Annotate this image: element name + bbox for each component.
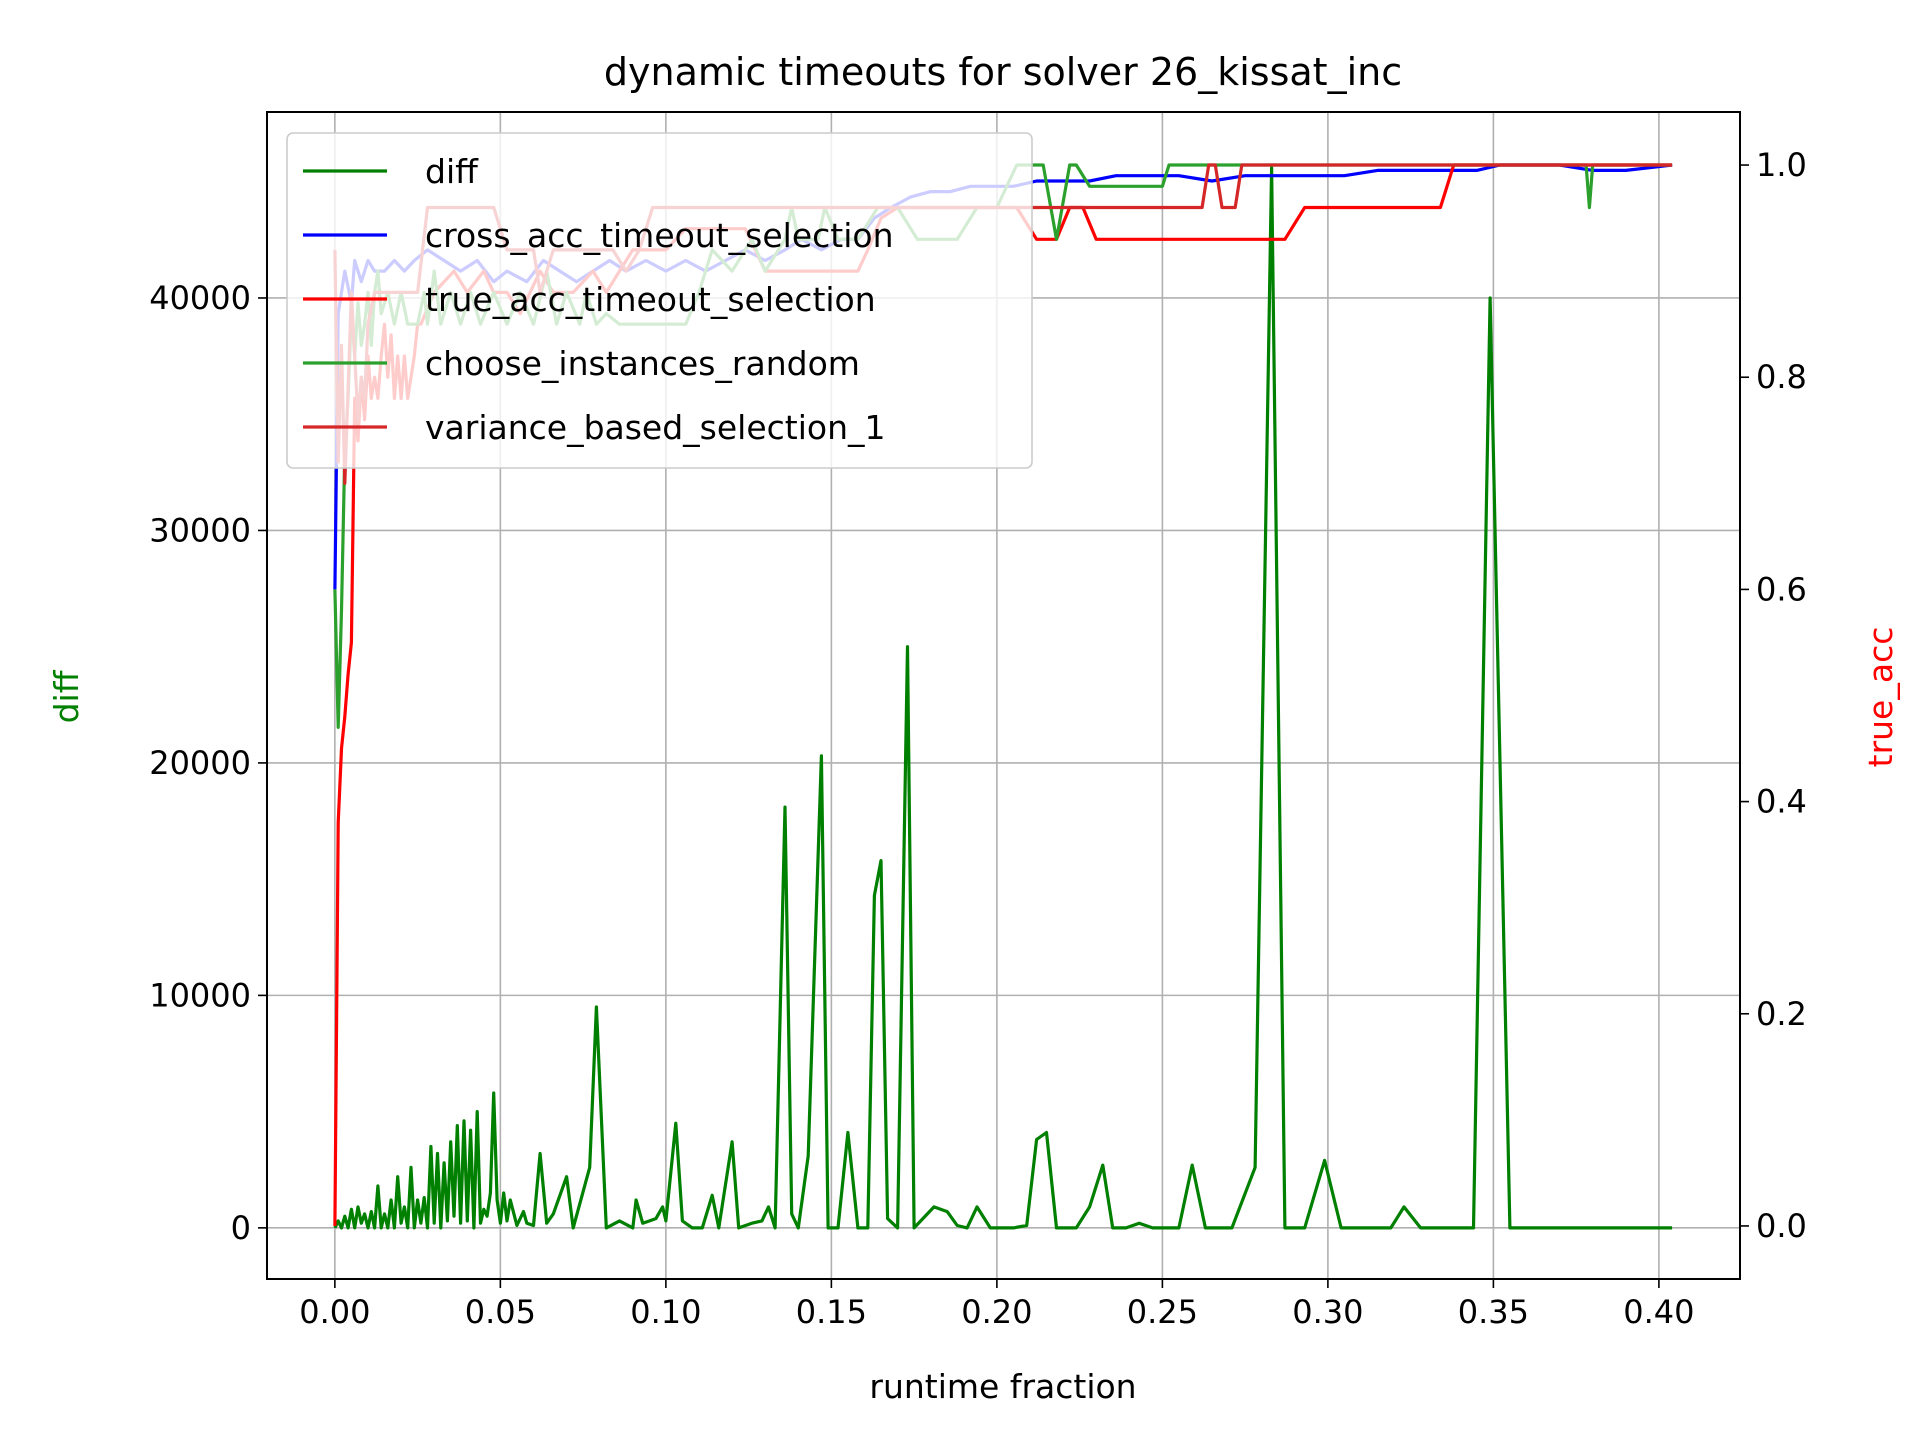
x-tick-label: 0.35 xyxy=(1458,1293,1529,1331)
x-tick-label: 0.30 xyxy=(1292,1293,1363,1331)
legend: diff cross_acc_timeout_selection true_acc_… xyxy=(286,132,1033,469)
legend-label: true_acc_timeout_selection xyxy=(425,280,876,319)
x-tick-label: 0.15 xyxy=(796,1293,867,1331)
y-axis-right-label: true_acc xyxy=(1861,627,1900,768)
y-right-tick-label: 0.6 xyxy=(1756,570,1807,608)
series-line-diff xyxy=(333,166,1673,1230)
chart-title: dynamic timeouts for solver 26_kissat_in… xyxy=(604,50,1402,94)
axis-ticks: 0.00 0.05 0.10 0.15 0.20 0.25 0.30 0.35 0.40 0 100… xyxy=(149,146,1807,1331)
x-tick-label: 0.05 xyxy=(465,1293,536,1331)
y-left-tick-label: 0 xyxy=(231,1209,251,1247)
y-left-tick-label: 20000 xyxy=(149,744,251,782)
legend-label: variance_based_selection_1 xyxy=(425,408,886,447)
x-tick-label: 0.25 xyxy=(1127,1293,1198,1331)
y-right-tick-label: 0.4 xyxy=(1756,783,1807,821)
y-left-tick-label: 40000 xyxy=(149,279,251,317)
legend-box xyxy=(286,132,1033,469)
y-right-tick-label: 0.8 xyxy=(1756,358,1807,396)
x-tick-label: 0.40 xyxy=(1623,1293,1694,1331)
x-tick-label: 0.10 xyxy=(630,1293,701,1331)
x-tick-label: 0.20 xyxy=(961,1293,1032,1331)
y-left-tick-label: 10000 xyxy=(149,976,251,1014)
plot-frame xyxy=(266,111,1741,1280)
x-axis-label: runtime fraction xyxy=(869,1367,1136,1406)
y-right-tick-label: 0.2 xyxy=(1756,995,1807,1033)
legend-label: diff xyxy=(425,152,479,191)
y-axis-left-label: diff xyxy=(47,669,86,723)
x-tick-label: 0.00 xyxy=(299,1293,370,1331)
legend-label: choose_instances_random xyxy=(425,344,860,383)
y-right-tick-label: 0.0 xyxy=(1756,1207,1807,1245)
y-right-tick-label: 1.0 xyxy=(1756,146,1807,184)
y-left-tick-label: 30000 xyxy=(149,511,251,549)
legend-label: cross_acc_timeout_selection xyxy=(425,216,894,255)
